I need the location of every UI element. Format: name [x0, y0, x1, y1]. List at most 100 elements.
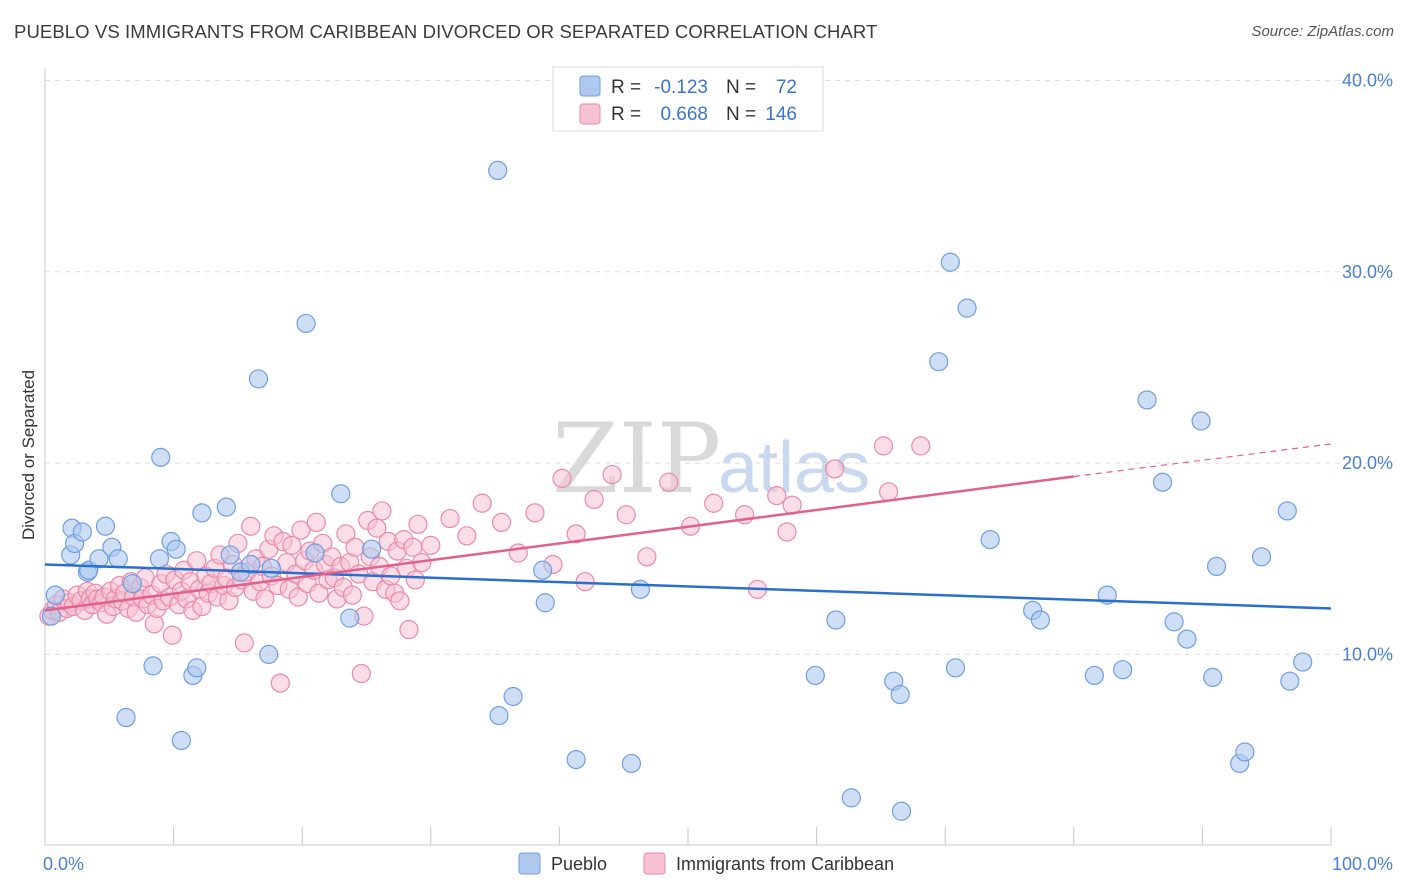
pueblo-point: [980, 530, 1000, 550]
pueblo-point: [1030, 610, 1050, 630]
pueblo-point: [1152, 472, 1173, 492]
legend-n-label-2: N =: [726, 104, 756, 125]
pueblo-point: [1277, 501, 1297, 521]
caribbean-point: [440, 508, 460, 529]
legend-n-label-1: N =: [726, 77, 756, 98]
pueblo-point: [241, 554, 261, 575]
caribbean-point: [421, 535, 441, 555]
bottom-legend: Pueblo Immigrants from Caribbean: [518, 852, 894, 875]
pueblo-point: [957, 298, 977, 318]
pueblo-point: [891, 801, 912, 821]
pueblo-point: [1235, 742, 1255, 762]
caribbean-point: [288, 587, 308, 607]
pueblo-point: [1164, 612, 1184, 632]
legend-box: R = -0.123 N = 72 R = 0.668 N = 146: [552, 66, 824, 132]
pueblo-point: [72, 522, 92, 542]
pueblo-point: [1293, 652, 1313, 672]
y-axis-label: Divorced or Separated: [19, 370, 38, 540]
caribbean-point: [345, 537, 365, 557]
legend-r-label-2: R =: [611, 104, 641, 125]
pueblo-point: [45, 585, 65, 605]
pueblo-point: [535, 593, 555, 613]
pueblo-point: [305, 543, 325, 563]
bottom-legend-pueblo: Pueblo: [551, 854, 607, 874]
pueblo-point: [151, 447, 171, 467]
y-tick-label: 10.0%: [1342, 644, 1393, 664]
pueblo-point: [1191, 411, 1211, 431]
pueblo-point: [533, 560, 553, 580]
caribbean-point: [390, 591, 410, 611]
pueblo-point: [41, 606, 62, 626]
pueblo-point: [1084, 665, 1104, 686]
caribbean-point: [777, 522, 797, 542]
caribbean-trend-extension: [1073, 443, 1332, 478]
bottom-legend-swatch-pueblo: [518, 852, 541, 875]
pueblo-point: [1206, 556, 1227, 577]
caribbean-point: [234, 633, 254, 653]
y-tick-label: 30.0%: [1342, 262, 1393, 282]
legend-r-label-1: R =: [611, 77, 641, 98]
caribbean-point: [162, 625, 182, 645]
pueblo-point: [566, 750, 586, 770]
pueblo-point: [171, 730, 191, 751]
pueblo-point: [826, 610, 846, 630]
pueblo-point: [1280, 671, 1300, 691]
pueblo-point: [630, 579, 651, 599]
caribbean-point: [405, 570, 425, 590]
pueblo-point: [261, 558, 281, 578]
trend-lines: [44, 443, 1332, 612]
pueblo-point: [95, 516, 116, 536]
caribbean-point: [372, 501, 392, 521]
legend-n-value-2: 146: [765, 104, 797, 125]
pueblo-point: [488, 160, 508, 181]
caribbean-point: [457, 526, 477, 546]
caribbean-point: [825, 459, 845, 479]
axes: [44, 68, 1332, 846]
pueblo-point: [929, 352, 949, 372]
pueblo-point: [940, 252, 960, 272]
caribbean-point: [873, 436, 894, 456]
pueblo-point: [841, 788, 861, 808]
legend-r-value-2: 0.668: [660, 104, 708, 125]
pueblo-point: [1113, 660, 1133, 680]
caribbean-point: [241, 516, 261, 536]
legend-swatch-pueblo: [579, 75, 601, 97]
caribbean-point: [408, 514, 428, 534]
caribbean-point: [911, 436, 931, 456]
legend-r-value-1: -0.123: [654, 77, 708, 98]
caribbean-point: [351, 663, 371, 684]
pueblo-trend-line: [44, 563, 1332, 610]
caribbean-point: [508, 543, 528, 563]
pueblo-point: [331, 484, 351, 504]
pueblo-point: [216, 497, 236, 517]
pueblo-point: [149, 549, 170, 569]
pueblo-point: [89, 549, 109, 569]
caribbean-point: [491, 512, 512, 533]
pueblo-point: [248, 369, 269, 389]
legend-swatch-caribbean: [579, 103, 601, 125]
bottom-legend-swatch-caribbean: [643, 852, 666, 875]
pueblo-point: [1137, 390, 1157, 410]
watermark: ZIP atlas: [552, 403, 870, 515]
pueblo-point: [108, 549, 128, 569]
pueblo-point: [259, 644, 279, 665]
caribbean-point: [879, 482, 899, 502]
bottom-legend-caribbean: Immigrants from Caribbean: [676, 854, 894, 874]
pueblo-point: [805, 665, 825, 686]
pueblo-point: [166, 539, 186, 559]
x-tick-label-min: 0.0%: [43, 854, 84, 874]
pueblo-point: [503, 686, 523, 707]
x-tick-label-max: 100.0%: [1332, 854, 1393, 874]
caribbean-point: [309, 583, 329, 603]
pueblo-point: [621, 753, 642, 774]
pueblo-point: [340, 608, 360, 628]
pueblo-point: [362, 539, 382, 559]
pueblo-point: [143, 656, 163, 676]
legend-n-value-1: 72: [776, 77, 797, 98]
pueblo-point: [1203, 667, 1223, 687]
pueblo-point: [945, 658, 966, 678]
caribbean-point: [584, 489, 604, 510]
pueblo-point: [116, 707, 136, 728]
caribbean-point: [637, 547, 657, 567]
